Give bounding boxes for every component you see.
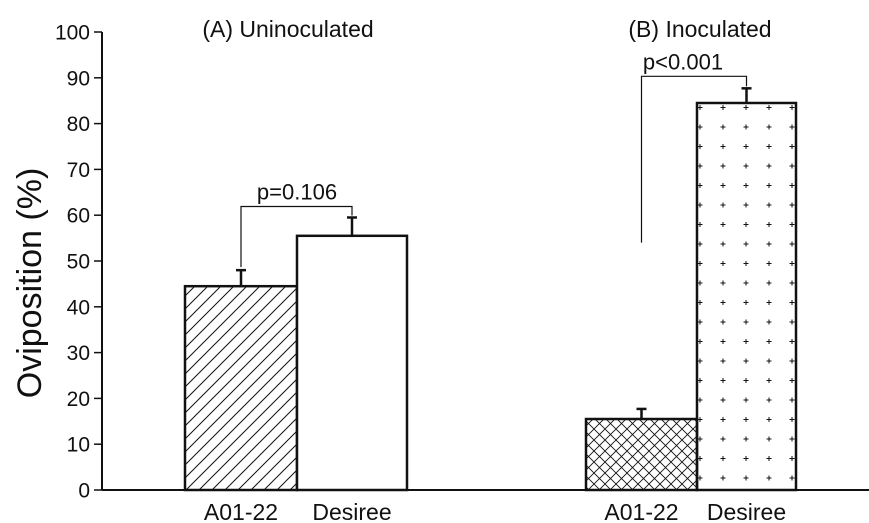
chart-labels: 0 10 20 30 40 50 60 70 80 90 100 A01-22 Desiree (A) U…: [55, 16, 786, 523]
p-value-label: p=0.106: [257, 179, 337, 204]
bars: [183, 75, 798, 492]
y-tick-label: 20: [67, 388, 90, 411]
bar-desiree-inoculated: [695, 101, 798, 492]
significance-bracket: [240, 205, 353, 268]
x-category-label: A01-22: [604, 499, 678, 523]
y-tick-label: 90: [67, 67, 90, 90]
y-tick-label: 60: [67, 205, 90, 228]
panel-title: (B) Inoculated: [628, 16, 771, 42]
panel-title: (A) Uninoculated: [202, 16, 373, 42]
y-tick-label: 50: [67, 251, 90, 274]
significance-bracket: [640, 75, 748, 243]
y-tick-label: 80: [67, 113, 90, 136]
p-value-label: p<0.001: [643, 49, 723, 74]
bar-a01-22-uninoculated: [183, 284, 299, 492]
y-tick-label: 70: [67, 159, 90, 182]
x-category-label: Desiree: [312, 499, 391, 523]
x-category-label: Desiree: [707, 499, 786, 523]
y-tick-label: 10: [67, 434, 90, 457]
x-category-label: A01-22: [204, 499, 278, 523]
y-tick-label: 30: [67, 342, 90, 365]
bar-a01-22-inoculated: [584, 417, 699, 492]
bar-desiree-uninoculated: [295, 234, 409, 492]
y-axis-label: Oviposition (%): [11, 168, 49, 399]
y-tick-label: 100: [55, 22, 90, 45]
y-tick-label: 40: [67, 296, 90, 319]
y-tick-label: 0: [78, 480, 90, 503]
